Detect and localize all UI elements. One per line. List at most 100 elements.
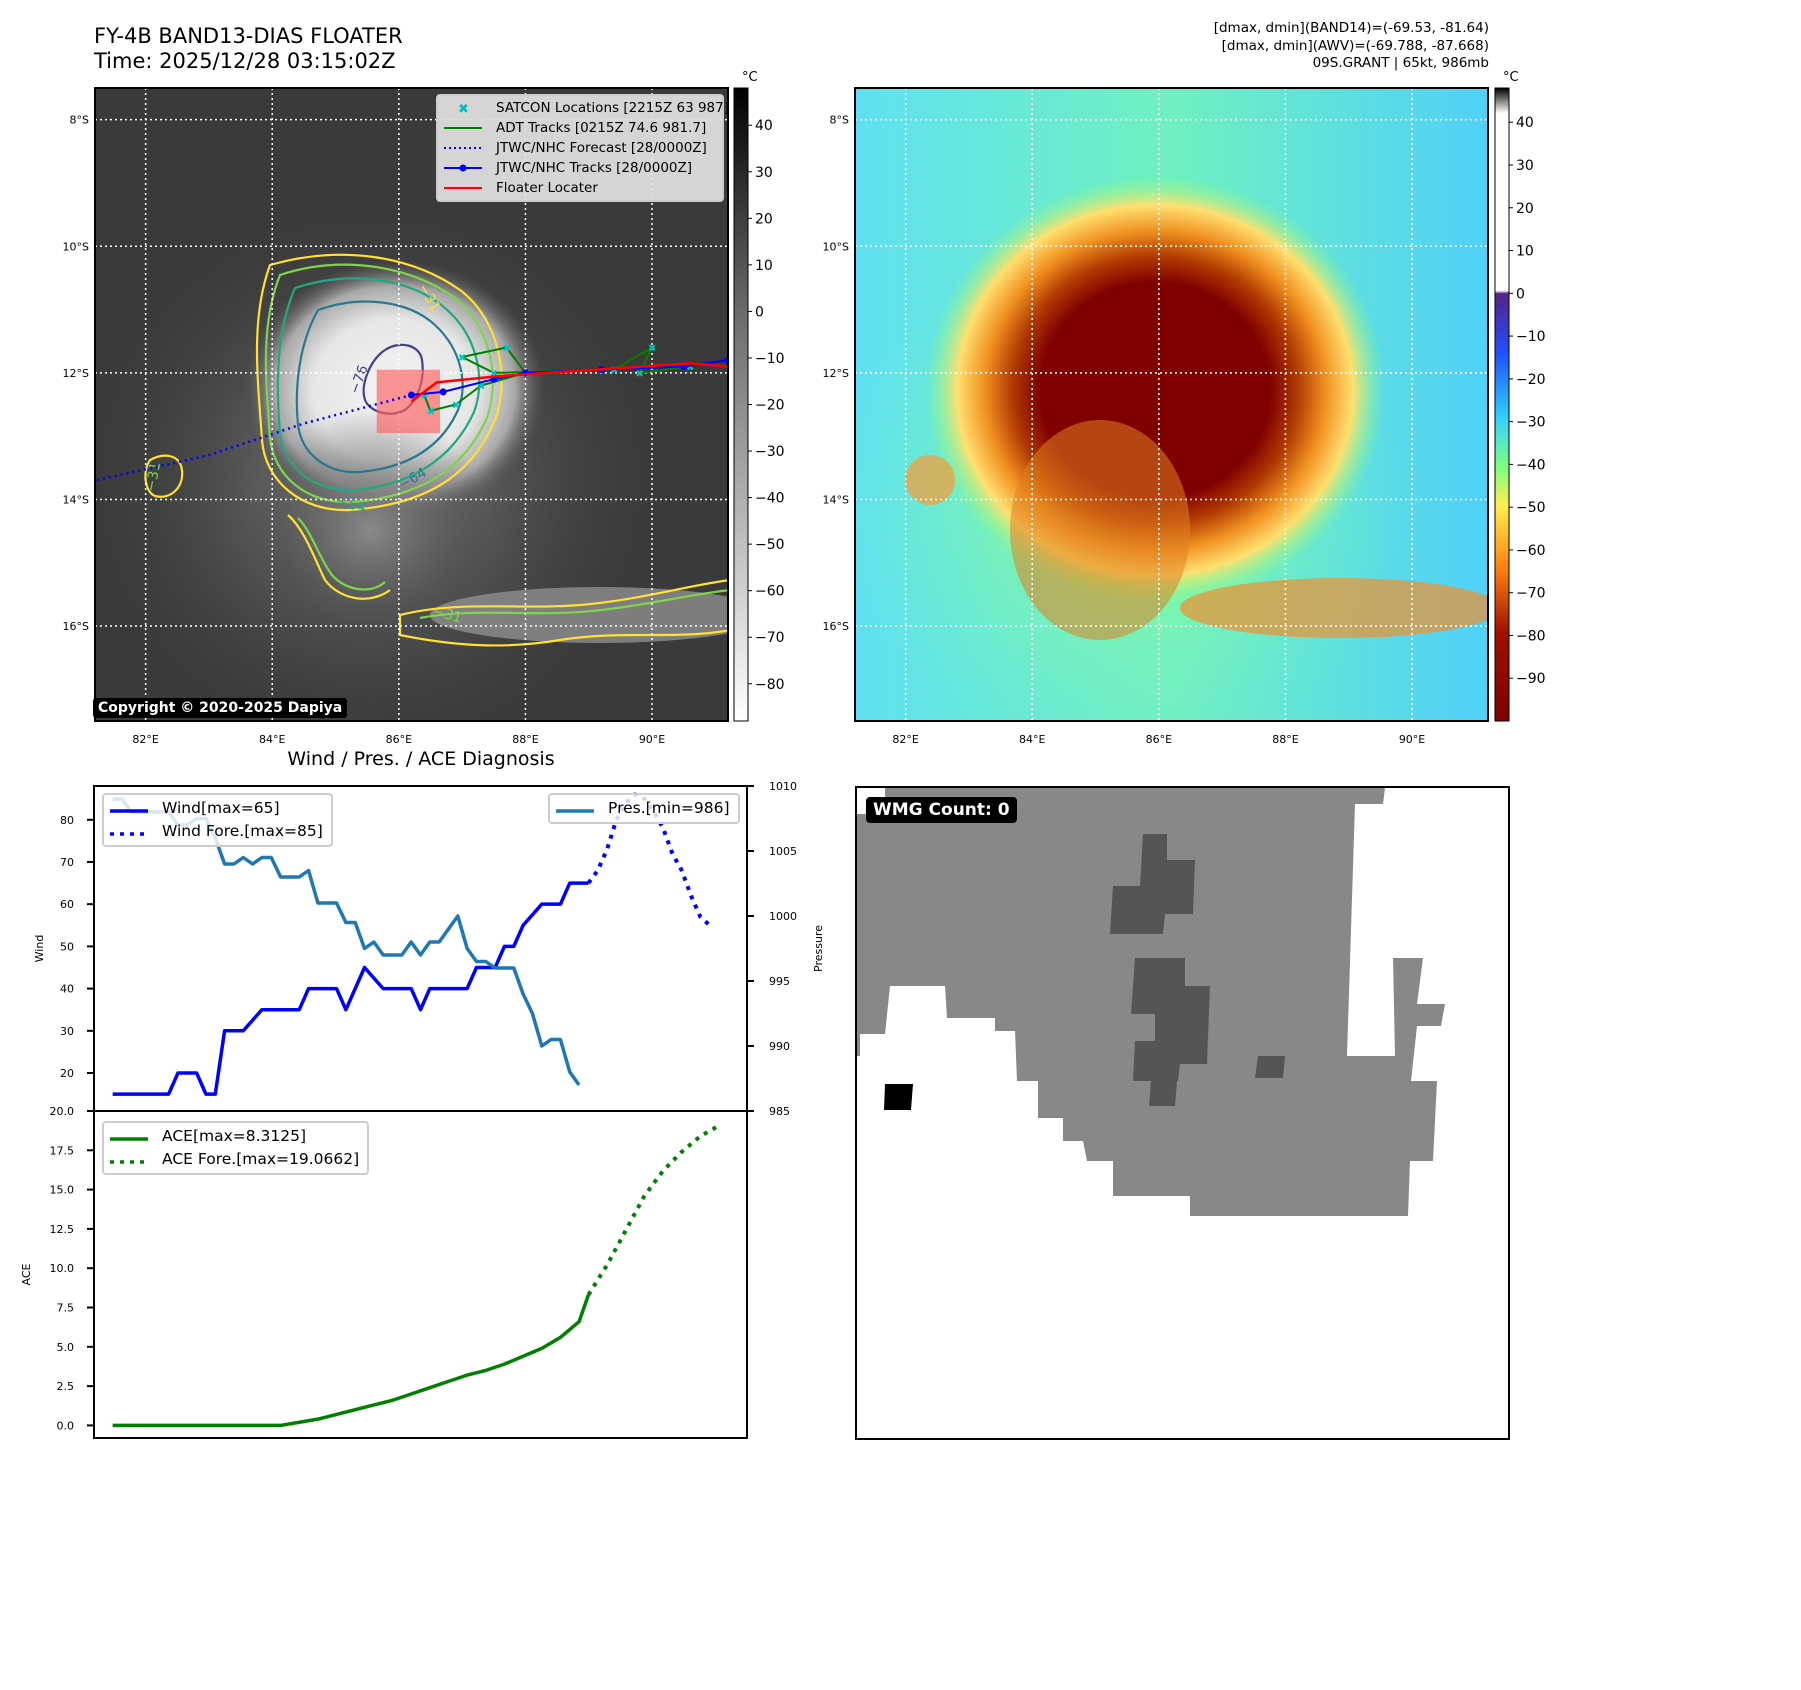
map2-colorbar-unit: °C xyxy=(1503,70,1519,85)
wind-ytick-label: 50 xyxy=(60,940,74,953)
legend-item-ace-forecast: ACE Fore.[max=19.0662] xyxy=(110,1148,359,1171)
jtwc-forecast-line xyxy=(95,393,412,482)
colorbar-tick-label: 0 xyxy=(755,304,764,320)
satcon-marker: ✖ xyxy=(420,391,428,402)
lat-tick-label: 8°S xyxy=(70,114,89,127)
colorbar-tick-label: −40 xyxy=(1516,457,1546,473)
map2-axis-ticks: 82°E 84°E 86°E 88°E 90°E 8°S 10°S 12°S 14°S 16°S xyxy=(823,114,1426,746)
wmg-frame xyxy=(855,786,1510,1440)
lon-tick-label: 90°E xyxy=(1399,733,1425,746)
colorbar-tick-label: −30 xyxy=(755,444,785,460)
colorbar-tick-label: 10 xyxy=(1516,244,1534,260)
pressure-ytick-label: 1000 xyxy=(769,910,797,923)
ace-ytick-label: 0.0 xyxy=(57,1419,75,1432)
satcon-marker: ✖ xyxy=(452,401,460,412)
wind-ytick-label: 70 xyxy=(60,856,74,869)
band14-stats: [dmax, dmin](BAND14)=(-69.53, -81.64) xyxy=(1213,20,1489,36)
contour-label: −31 xyxy=(143,461,164,493)
ir-color-map: 82°E 84°E 86°E 88°E 90°E8°S10°S12°S14°S16°S … xyxy=(823,70,1546,746)
satcon-marker: ✖ xyxy=(635,369,643,380)
satcon-marker: ✖ xyxy=(502,344,510,355)
floater-box xyxy=(376,369,440,433)
jtwc-track-point xyxy=(408,391,415,399)
legend-item-jtwc-tracks: JTWC/NHC Tracks [28/0000Z] xyxy=(444,158,714,178)
line-icon xyxy=(444,181,484,195)
series-line xyxy=(112,1294,591,1428)
colorbar-tick-label: 20 xyxy=(1516,201,1534,217)
awv-stats: [dmax, dmin](AWV)=(-69.788, -87.668) xyxy=(1221,37,1489,54)
x-marker-icon: ✖ xyxy=(444,101,484,117)
lat-tick-label: 14°S xyxy=(823,493,849,506)
colorbar-tick-label: −40 xyxy=(755,491,785,507)
wind-ytick-label: 60 xyxy=(60,898,74,911)
temperature-contours xyxy=(144,253,728,647)
dotted-line-icon xyxy=(110,825,150,839)
lat-tick-label: 12°S xyxy=(63,367,89,380)
colorbar-tick-label: −20 xyxy=(1516,372,1546,388)
wind-ytick-label: 40 xyxy=(60,983,74,996)
lat-tick-label: 10°S xyxy=(63,240,89,253)
series-line xyxy=(586,792,712,927)
ace-axis-label: ACE xyxy=(20,1263,33,1285)
colorbar-tick-label: −80 xyxy=(1516,628,1546,644)
lon-tick-label: 84°E xyxy=(259,733,285,746)
contour-label: −54 xyxy=(335,493,368,516)
wind-ytick-label: 20 xyxy=(60,1067,74,1080)
lon-tick-label: 82°E xyxy=(892,733,918,746)
wind-axis-label: Wind xyxy=(33,935,46,963)
map2-colorbar xyxy=(1494,87,1510,722)
pressure-axis-label: Pressure xyxy=(812,925,825,972)
satcon-marker: ✖ xyxy=(458,353,466,364)
line-icon xyxy=(556,802,596,816)
map2-frame xyxy=(854,87,1489,722)
ace-legend: ACE[max=8.3125] ACE Fore.[max=19.0662] xyxy=(102,1121,370,1175)
dotted-line-icon xyxy=(444,141,484,155)
wind-pressure-ace-chart: 20 30 40 50 60 70 80 985 990 995 1000 1005 1010 Wind P… xyxy=(20,780,825,1439)
lat-tick-label: 8°S xyxy=(830,114,849,127)
lon-tick-label: 88°E xyxy=(512,733,538,746)
line-icon xyxy=(444,121,484,135)
colorbar-tick-label: −90 xyxy=(1516,671,1546,687)
copyright-watermark: Copyright © 2020-2025 Dapiya xyxy=(93,698,348,718)
colorbar-tick-label: 10 xyxy=(755,258,773,274)
colorbar-tick-label: −60 xyxy=(1516,543,1546,559)
adt-track-line xyxy=(423,344,691,413)
satcon-marker: ✖ xyxy=(648,344,656,355)
legend-item-ace: ACE[max=8.3125] xyxy=(110,1125,359,1148)
figure-title: FY-4B BAND13-DIAS FLOATER Time: 2025/12/… xyxy=(94,24,403,74)
ace-ytick-label: 20.0 xyxy=(50,1105,75,1118)
map1-colorbar-unit: °C xyxy=(742,70,758,85)
legend-item-floater: Floater Locater xyxy=(444,178,714,198)
legend-item-satcon: ✖ SATCON Locations [2215Z 63 987] xyxy=(444,98,729,118)
lon-tick-label: 86°E xyxy=(1146,733,1172,746)
satcon-marker: ✖ xyxy=(490,369,498,380)
pressure-ytick-label: 990 xyxy=(769,1040,790,1053)
ace-axes: 0.0 2.5 5.0 7.5 10.0 12.5 15.0 17.5 20.0 ACE xyxy=(20,1105,748,1439)
diagnosis-title: Wind / Pres. / ACE Diagnosis xyxy=(287,748,555,770)
satcon-marker: ✖ xyxy=(426,407,434,418)
colorbar-tick-label: −50 xyxy=(1516,500,1546,516)
legend-item-wind: Wind[max=65] xyxy=(110,797,323,820)
lon-tick-label: 88°E xyxy=(1272,733,1298,746)
lon-tick-label: 90°E xyxy=(639,733,665,746)
colorbar-tick-label: −50 xyxy=(755,537,785,553)
wind-legend: Wind[max=65] Wind Fore.[max=85] xyxy=(102,793,333,847)
svg-text:✖: ✖ xyxy=(458,102,469,115)
lat-tick-label: 10°S xyxy=(823,240,849,253)
map1-legend: ✖ SATCON Locations [2215Z 63 987] ADT Tra… xyxy=(436,94,729,202)
ace-ytick-label: 17.5 xyxy=(50,1144,75,1157)
lon-tick-label: 82°E xyxy=(132,733,158,746)
lon-tick-label: 86°E xyxy=(386,733,412,746)
colorbar-tick-label: −60 xyxy=(755,584,785,600)
ace-ytick-label: 7.5 xyxy=(57,1302,75,1315)
floater-track-line xyxy=(410,362,728,403)
series-line xyxy=(112,881,589,1096)
colorbar-tick-label: 40 xyxy=(1516,115,1534,131)
map1-axis-ticks: 82°E 84°E 86°E 88°E 90°E 8°S 10°S 12°S 14°S 16°S xyxy=(63,114,666,746)
colorbar-tick-label: 30 xyxy=(755,165,773,181)
lat-tick-label: 16°S xyxy=(63,620,89,633)
storm-info: 09S.GRANT | 65kt, 986mb xyxy=(1312,55,1489,71)
satcon-marker: ✖ xyxy=(686,363,694,374)
ace-ytick-label: 10.0 xyxy=(50,1262,75,1275)
dotted-line-icon xyxy=(110,1153,150,1167)
